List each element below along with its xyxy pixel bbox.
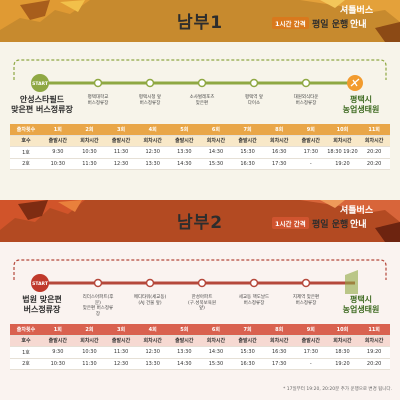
route-map-nambu1: START [13,59,387,92]
plant-icon [350,78,360,87]
stop-label: 평택역 앞 다이소 [245,95,263,106]
start-marker [31,74,49,92]
route-loop-line [13,259,387,280]
stop-marker [93,278,311,288]
route-panel-nambu1: 남부1 1시간 간격 셔틀버스 평일 운행 안내 START 안성스타필드 맞은… [0,0,400,200]
start-marker [31,274,49,292]
stop-label: 메디타워(세교동) (AJ 건물 앞) [133,295,167,306]
autumn-leaves-decoration [0,0,400,42]
service-name: 셔틀버스 [340,6,374,16]
start-tag: START [32,281,49,287]
stop-label: 한성아파트 (구.성북보육원 앞) [187,295,217,311]
autumn-leaves-decoration [0,200,400,242]
service-guide: 안내 [350,220,367,230]
timetable-nambu1: 출차횟수 1회 2회 3회 4회 5회 6회 7회 8회 9회 10회 11회 호수 출발시간 회차시간 출… [10,124,390,170]
table-row: 출차횟수 1회 2회 3회 4회 5회 6회 7회 8회 9회 10회 11회 [10,124,390,136]
stop-label: 지제역 맞은편 버스정류장 [292,295,320,306]
interval-badge: 1시간 간격 [272,217,309,229]
table-row: 2호 10:30 11:30 12:30 13:30 14:30 15:30 16:30 17:… [10,158,390,170]
stop-label: 세교동 핵도날드 버스정류장 [238,295,270,306]
route-panel-nambu2: 남부2 1시간 간격 셔틀버스 평일 운행 안내 START 법원 맞은편 버스… [0,200,400,400]
timetable-nambu2: 출차횟수 1회 2회 3회 4회 5회 6회 7회 8회 9회 10회 11회 호수 출발시간 회차시간 출… [10,324,390,370]
stop-marker [93,78,311,88]
page-title: 남부1 [176,13,224,33]
stop-label: 소사벌레포츠 맞은편 [189,95,215,106]
page-title: 남부2 [176,213,224,233]
destination-label: 평택시 농업생태원 [342,295,380,314]
table-row: 1호 9:30 10:30 11:30 12:30 13:30 14:30 15:30 16:3… [10,146,390,159]
start-tag: START [32,81,49,87]
table-row: 출차횟수 1회 2회 3회 4회 5회 6회 7회 8회 9회 10회 11회 [10,324,390,336]
origin-label: 안성스타필드 맞은편 버스정류장 [11,95,73,114]
table-row: 호수 출발시간 회차시간 출발시간 회차시간 출발시간 회차시간 출발시간 회차시간 출발시간 회차… [10,335,390,347]
service-name: 셔틀버스 [340,206,374,216]
origin-label: 법원 맞은편 버스정류장 [22,295,62,314]
header-nambu1: 남부1 1시간 간격 셔틀버스 평일 운행 안내 [0,0,400,42]
destination-icon [345,270,358,294]
table-row: 1호 9:30 10:30 11:30 12:30 13:30 14:30 15:30 16:3… [10,346,390,359]
stop-label: 평택대학교 버스정류장 [87,95,109,106]
service-type: 평일 운행 [312,20,349,30]
route-loop-line [13,59,387,80]
stop-label: 리더스아파트(후문) 맞은편 버스정류장 [82,295,114,317]
stop-label: 평택시청 앞 버스정류장 [138,95,162,106]
interval-badge: 1시간 간격 [272,17,309,29]
route-map-nambu2: START [13,259,387,294]
table-row: 2호 10:30 11:30 12:30 13:30 14:30 15:30 16:30 17:… [10,358,390,370]
service-guide: 안내 [350,20,367,30]
destination-label: 평택시 농업생태원 [342,95,380,114]
header-nambu2: 남부2 1시간 간격 셔틀버스 평일 운행 안내 [0,200,400,242]
service-type: 평일 운행 [312,220,349,230]
stop-label: 대원외식타운 버스정류장 [293,95,319,106]
footnote: * 17일부터 19:20, 20:20분 추가 운행으로 변경 됩니다. [283,387,392,392]
table-row: 호수 출발시간 회차시간 출발시간 회차시간 출발시간 회차시간 출발시간 회차시간 출발시간 회차… [10,135,390,147]
